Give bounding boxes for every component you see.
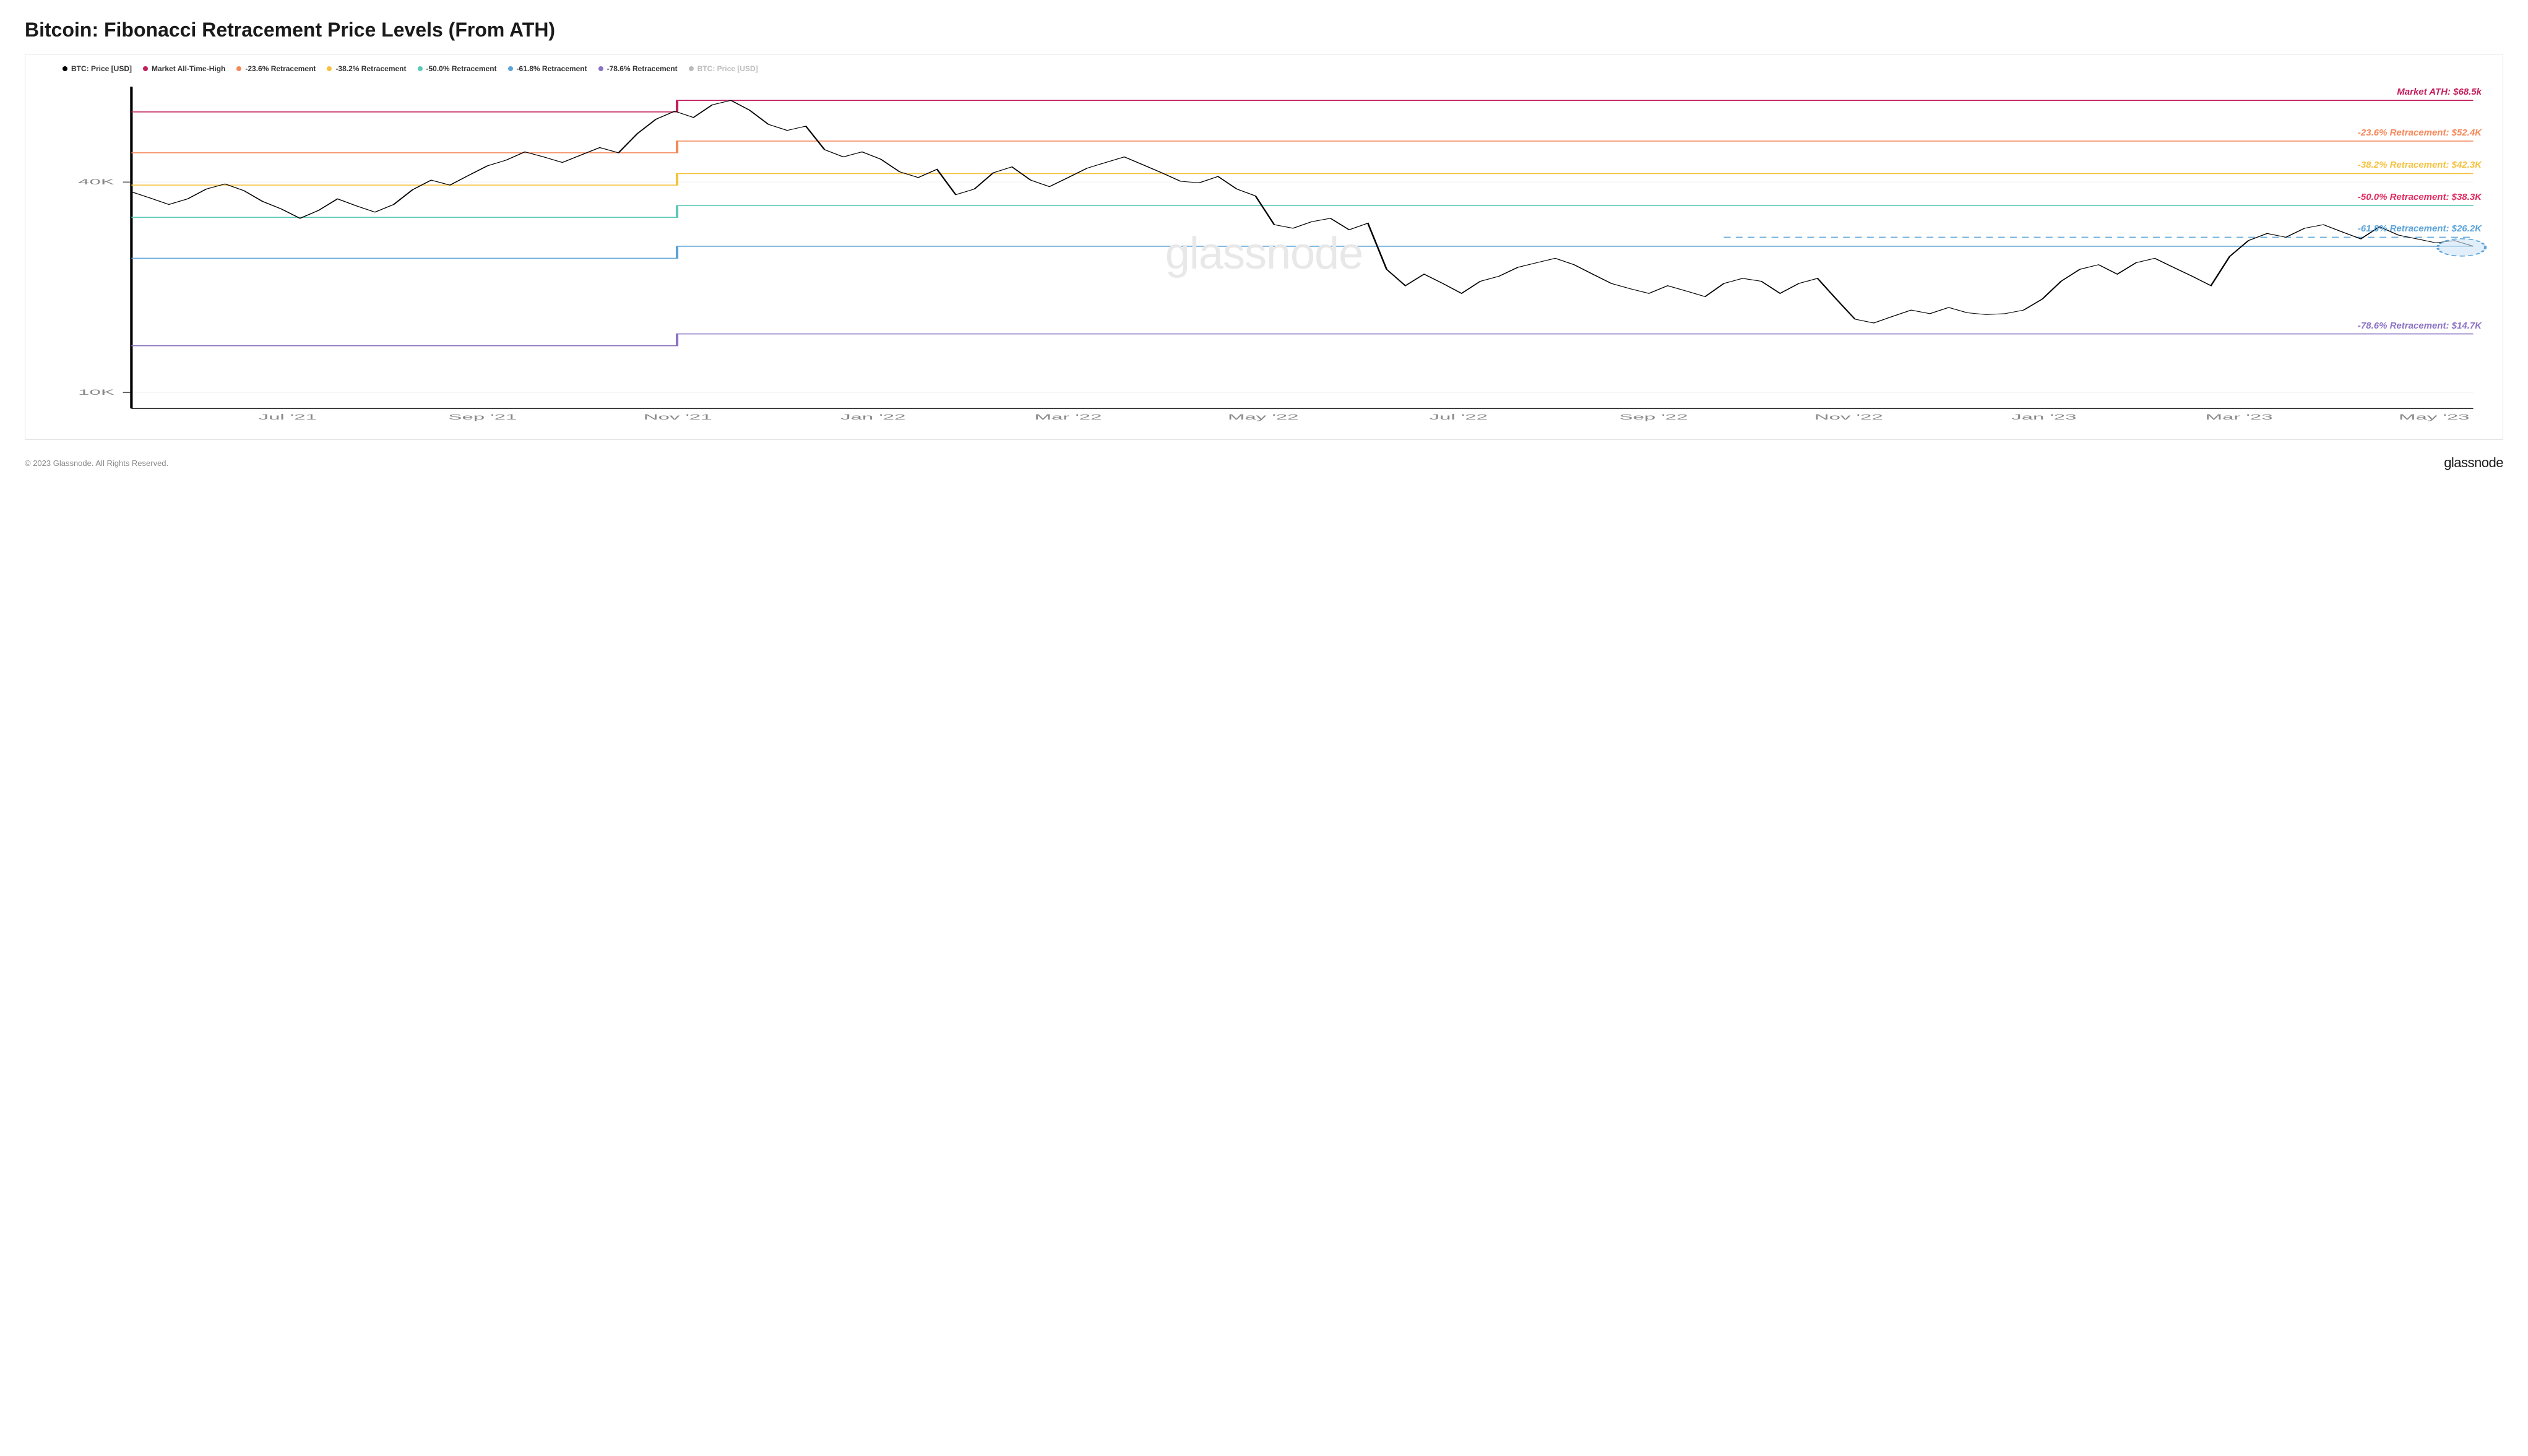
fib-annotation-r500: -50.0% Retracement: $38.3K: [2358, 192, 2482, 202]
fib-annotation-r618: -61.8% Retracement: $26.2K: [2358, 223, 2482, 234]
chart-svg: 10K 40K Jul '21 Sep '21 Nov '21 Jan '22 Mar '2…: [38, 80, 2490, 427]
svg-text:Sep '21: Sep '21: [449, 413, 517, 421]
legend-dot-icon: [689, 66, 694, 71]
footer: © 2023 Glassnode. All Rights Reserved. g…: [25, 455, 2503, 471]
chart-container: BTC: Price [USD] Market All-Time-High -23.…: [25, 54, 2503, 440]
svg-text:Jul '22: Jul '22: [1430, 413, 1488, 421]
fib-annotation-r382: -38.2% Retracement: $42.3K: [2358, 160, 2482, 170]
legend-dot-icon: [327, 66, 332, 71]
fib-annotation-ath: Market ATH: $68.5k: [2397, 87, 2482, 97]
fib-annotation-r236: -23.6% Retracement: $52.4K: [2358, 127, 2482, 138]
legend-dot-icon: [508, 66, 513, 71]
page-title: Bitcoin: Fibonacci Retracement Price Lev…: [25, 19, 2503, 41]
plot-area: glassnode 10K40KJul '21Sep '21Nov '21Jan…: [38, 80, 2490, 427]
legend-label: BTC: Price [USD]: [71, 64, 132, 73]
fib-annotation-r786: -78.6% Retracement: $14.7K: [2358, 321, 2482, 331]
svg-text:Mar '23: Mar '23: [2206, 413, 2273, 421]
svg-text:Jan '23: Jan '23: [2011, 413, 2076, 421]
copyright-text: © 2023 Glassnode. All Rights Reserved.: [25, 459, 168, 468]
legend-item[interactable]: BTC: Price [USD]: [63, 64, 132, 73]
legend-label: Market All-Time-High: [152, 64, 225, 73]
legend-dot-icon: [418, 66, 423, 71]
svg-text:Jan '22: Jan '22: [840, 413, 905, 421]
legend-item[interactable]: Market All-Time-High: [143, 64, 225, 73]
legend-label: -38.2% Retracement: [335, 64, 406, 73]
svg-text:May '22: May '22: [1228, 413, 1299, 421]
legend-item[interactable]: -78.6% Retracement: [598, 64, 678, 73]
svg-text:Jul '21: Jul '21: [259, 413, 317, 421]
brand-logo: glassnode: [2444, 455, 2503, 471]
svg-text:Nov '22: Nov '22: [1814, 413, 1883, 421]
svg-text:May '23: May '23: [2399, 413, 2470, 421]
svg-text:Mar '22: Mar '22: [1035, 413, 1102, 421]
svg-text:Sep '22: Sep '22: [1620, 413, 1688, 421]
legend-label: -50.0% Retracement: [426, 64, 497, 73]
svg-text:Nov '21: Nov '21: [644, 413, 712, 421]
legend-item[interactable]: BTC: Price [USD]: [689, 64, 758, 73]
svg-text:40K: 40K: [78, 178, 114, 186]
legend-dot-icon: [236, 66, 241, 71]
legend-dot-icon: [63, 66, 67, 71]
legend-item[interactable]: -61.8% Retracement: [508, 64, 587, 73]
legend-label: -78.6% Retracement: [607, 64, 678, 73]
legend-label: -61.8% Retracement: [517, 64, 587, 73]
legend-label: BTC: Price [USD]: [697, 64, 758, 73]
legend-item[interactable]: -38.2% Retracement: [327, 64, 406, 73]
legend-item[interactable]: -23.6% Retracement: [236, 64, 316, 73]
legend-item[interactable]: -50.0% Retracement: [418, 64, 497, 73]
legend-dot-icon: [598, 66, 603, 71]
legend-label: -23.6% Retracement: [245, 64, 316, 73]
legend-dot-icon: [143, 66, 148, 71]
svg-text:10K: 10K: [78, 389, 114, 397]
chart-legend: BTC: Price [USD] Market All-Time-High -23.…: [63, 64, 2490, 73]
